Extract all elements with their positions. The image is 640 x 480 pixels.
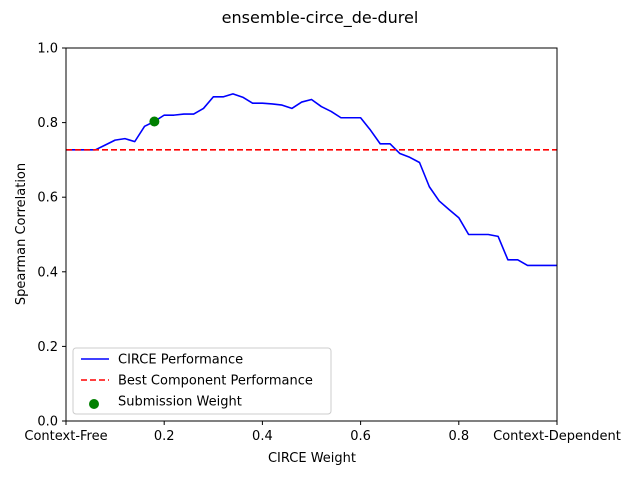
plot-area — [65, 47, 558, 422]
legend-label: Submission Weight — [118, 395, 242, 410]
legend-box — [72, 347, 332, 415]
legend-label: Best Component Performance — [118, 374, 313, 389]
x-tick-label: 0.6 — [350, 429, 371, 444]
y-axis-ticks: 0.0 0.2 0.4 0.6 0.8 1.0 — [37, 42, 66, 430]
x-tick-label: 0.8 — [448, 429, 469, 444]
x-tick-label: 0.2 — [154, 429, 175, 444]
submission-weight-point — [149, 116, 160, 127]
x-tick-label: Context-Dependent — [493, 429, 621, 444]
legend-swatch-submission — [89, 399, 99, 409]
y-axis-label: Spearman Correlation — [14, 163, 29, 305]
x-tick-label: 0.4 — [252, 429, 273, 444]
x-axis-ticks: Context-Free 0.2 0.4 0.6 0.8 Context-Dependen… — [24, 421, 621, 444]
y-tick-label: 0.0 — [37, 415, 58, 430]
x-tick-label: Context-Free — [24, 429, 107, 444]
circe-performance-line — [66, 93, 557, 267]
legend-label: CIRCE Performance — [118, 353, 243, 368]
legend: CIRCE Performance Best Component Performa… — [72, 347, 332, 415]
plot-frame — [65, 47, 558, 422]
y-tick-label: 1.0 — [37, 42, 58, 57]
chart-title: ensemble-circe_de-durel — [222, 8, 419, 28]
y-tick-label: 0.6 — [37, 191, 58, 206]
y-tick-label: 0.2 — [37, 340, 58, 355]
y-tick-label: 0.8 — [37, 116, 58, 131]
x-axis-label: CIRCE Weight — [268, 451, 356, 466]
y-tick-label: 0.4 — [37, 265, 58, 280]
